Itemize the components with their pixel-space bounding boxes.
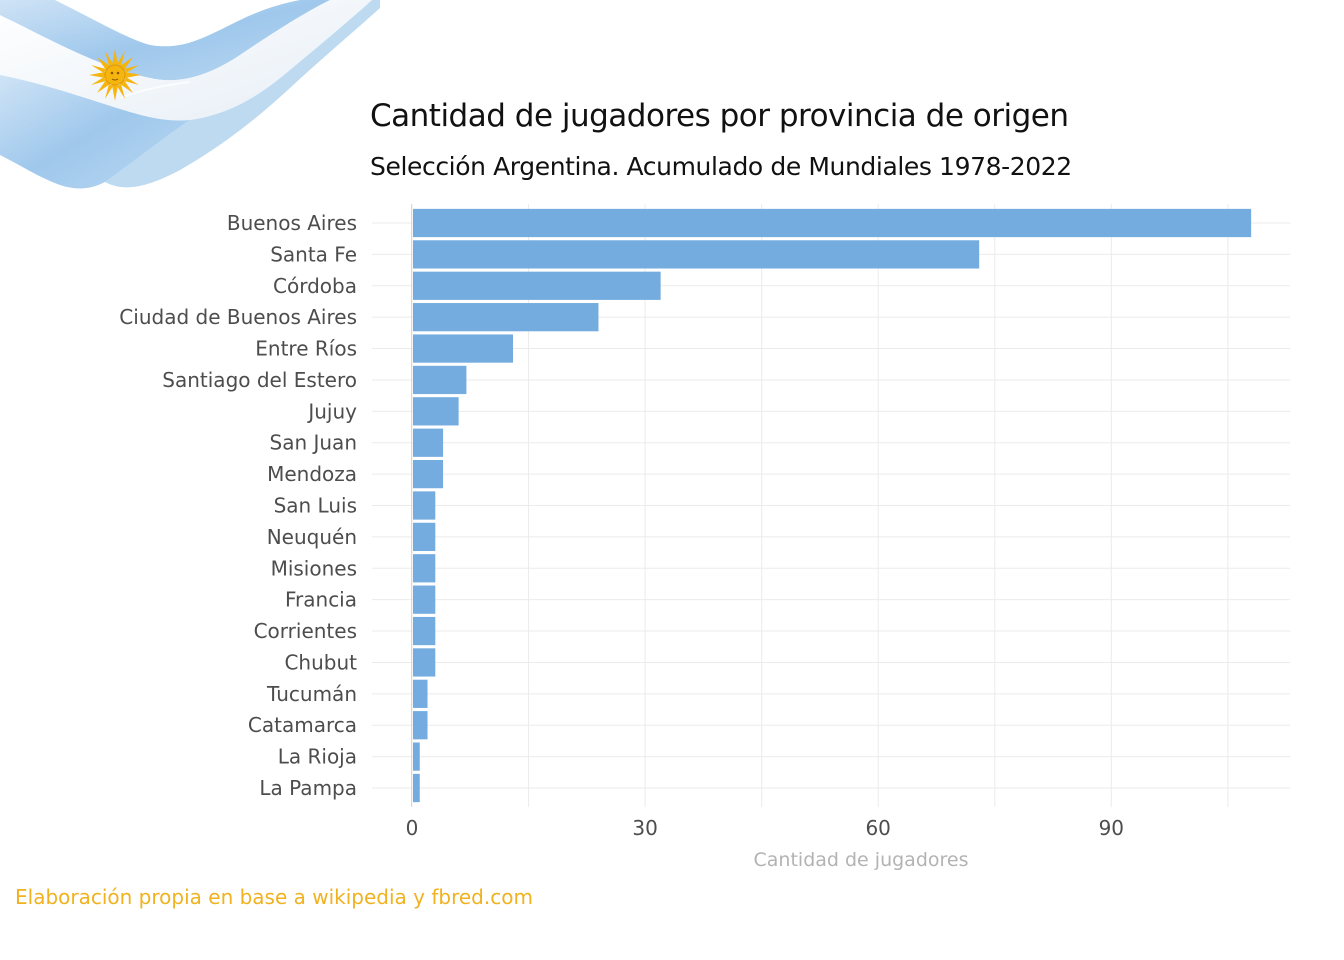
bar: [413, 616, 436, 646]
category-label: Jujuy: [306, 399, 357, 423]
category-label: San Juan: [270, 431, 358, 455]
argentina-flag-icon: [0, 0, 380, 189]
category-label: Tucumán: [266, 682, 357, 706]
x-tick-label: 30: [632, 816, 657, 840]
category-label: Francia: [285, 588, 357, 612]
chart-title: Cantidad de jugadores por provincia de o…: [370, 98, 1069, 134]
x-tick-label: 0: [406, 816, 419, 840]
category-label: La Pampa: [259, 776, 357, 800]
category-label: Catamarca: [248, 713, 357, 737]
bar: [413, 334, 514, 363]
bar: [413, 303, 599, 332]
bar: [413, 428, 444, 457]
bar: [413, 522, 436, 552]
category-label: Ciudad de Buenos Aires: [119, 305, 357, 329]
category-label: Santa Fe: [270, 242, 357, 266]
bar: [413, 271, 661, 300]
bar: [413, 365, 467, 395]
sun-of-may-icon: [89, 49, 141, 101]
bar: [413, 648, 436, 677]
category-label: Misiones: [271, 556, 357, 580]
category-label: San Luis: [274, 494, 357, 518]
category-label: Neuquén: [267, 525, 357, 549]
bar: [413, 554, 436, 583]
category-label: Mendoza: [267, 462, 357, 486]
x-axis-title: Cantidad de jugadores: [754, 849, 969, 871]
category-label: Córdoba: [273, 274, 357, 298]
category-label: Corrientes: [254, 619, 357, 643]
category-label: La Rioja: [278, 745, 357, 769]
bar: [413, 240, 980, 269]
bar: [413, 208, 1252, 238]
category-label: Chubut: [284, 650, 357, 674]
bar: [413, 397, 459, 426]
bar: [413, 585, 436, 614]
bar: [413, 491, 436, 520]
bar: [413, 711, 428, 740]
chart-caption: Elaboración propia en base a wikipedia y…: [15, 885, 533, 909]
bar: [413, 679, 428, 708]
x-tick-label: 90: [1099, 816, 1124, 840]
bar: [413, 459, 444, 489]
category-label: Entre Ríos: [255, 337, 357, 361]
chart-subtitle: Selección Argentina. Acumulado de Mundia…: [370, 152, 1072, 181]
bar: [413, 773, 420, 803]
bar: [413, 742, 420, 771]
x-tick-label: 60: [865, 816, 890, 840]
category-label: Santiago del Estero: [162, 368, 357, 392]
category-label: Buenos Aires: [227, 211, 357, 235]
